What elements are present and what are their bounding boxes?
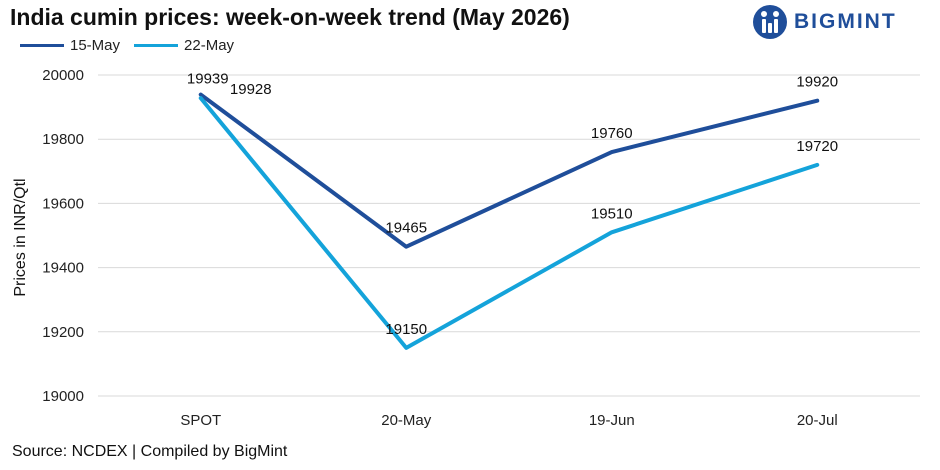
y-axis-title: Prices in INR/Qtl bbox=[12, 178, 29, 296]
y-tick-label: 19400 bbox=[42, 260, 84, 277]
x-tick-label: 20-May bbox=[381, 412, 432, 429]
y-tick-label: 19000 bbox=[42, 388, 84, 405]
x-tick-label: 19-Jun bbox=[589, 412, 635, 429]
legend-label-series-1: 15-May bbox=[70, 37, 121, 54]
x-tick-label: 20-Jul bbox=[797, 412, 838, 429]
legend-swatch-series-2 bbox=[134, 44, 179, 47]
legend-label-series-2: 22-May bbox=[184, 37, 235, 54]
x-tick-label: SPOT bbox=[180, 412, 221, 429]
brand-name: BIGMINT bbox=[794, 10, 897, 33]
series-line-1 bbox=[198, 92, 820, 249]
y-tick-label: 19800 bbox=[42, 131, 84, 148]
data-label-series-1: 19760 bbox=[591, 125, 633, 142]
line-chart: 19000 19200 19400 19600 19800 20000 SPOT 20-May… bbox=[12, 67, 920, 429]
bigmint-logo-icon bbox=[753, 5, 787, 39]
y-tick-label: 20000 bbox=[42, 67, 84, 84]
y-tick-label: 19200 bbox=[42, 324, 84, 341]
data-label-series-1: 19920 bbox=[796, 74, 838, 91]
chart-legend: 15-May 22-May bbox=[20, 37, 248, 54]
data-label-series-1: 19465 bbox=[385, 220, 427, 237]
data-label-series-1: 19939 bbox=[187, 71, 229, 88]
chart-title: India cumin prices: week-on-week trend (… bbox=[10, 4, 570, 30]
data-label-series-2: 19510 bbox=[591, 205, 633, 222]
data-label-series-2: 19928 bbox=[230, 81, 272, 98]
series-line-2 bbox=[198, 96, 820, 350]
brand-logo: BIGMINT bbox=[752, 4, 897, 40]
legend-item-series-2: 22-May bbox=[134, 37, 234, 54]
y-tick-label: 19600 bbox=[42, 195, 84, 212]
source-note: Source: NCDEX | Compiled by BigMint bbox=[12, 443, 288, 460]
data-label-series-2: 19720 bbox=[796, 138, 838, 155]
legend-item-series-1: 15-May bbox=[20, 37, 120, 54]
data-label-series-2: 19150 bbox=[385, 321, 427, 338]
legend-swatch-series-1 bbox=[20, 44, 64, 47]
